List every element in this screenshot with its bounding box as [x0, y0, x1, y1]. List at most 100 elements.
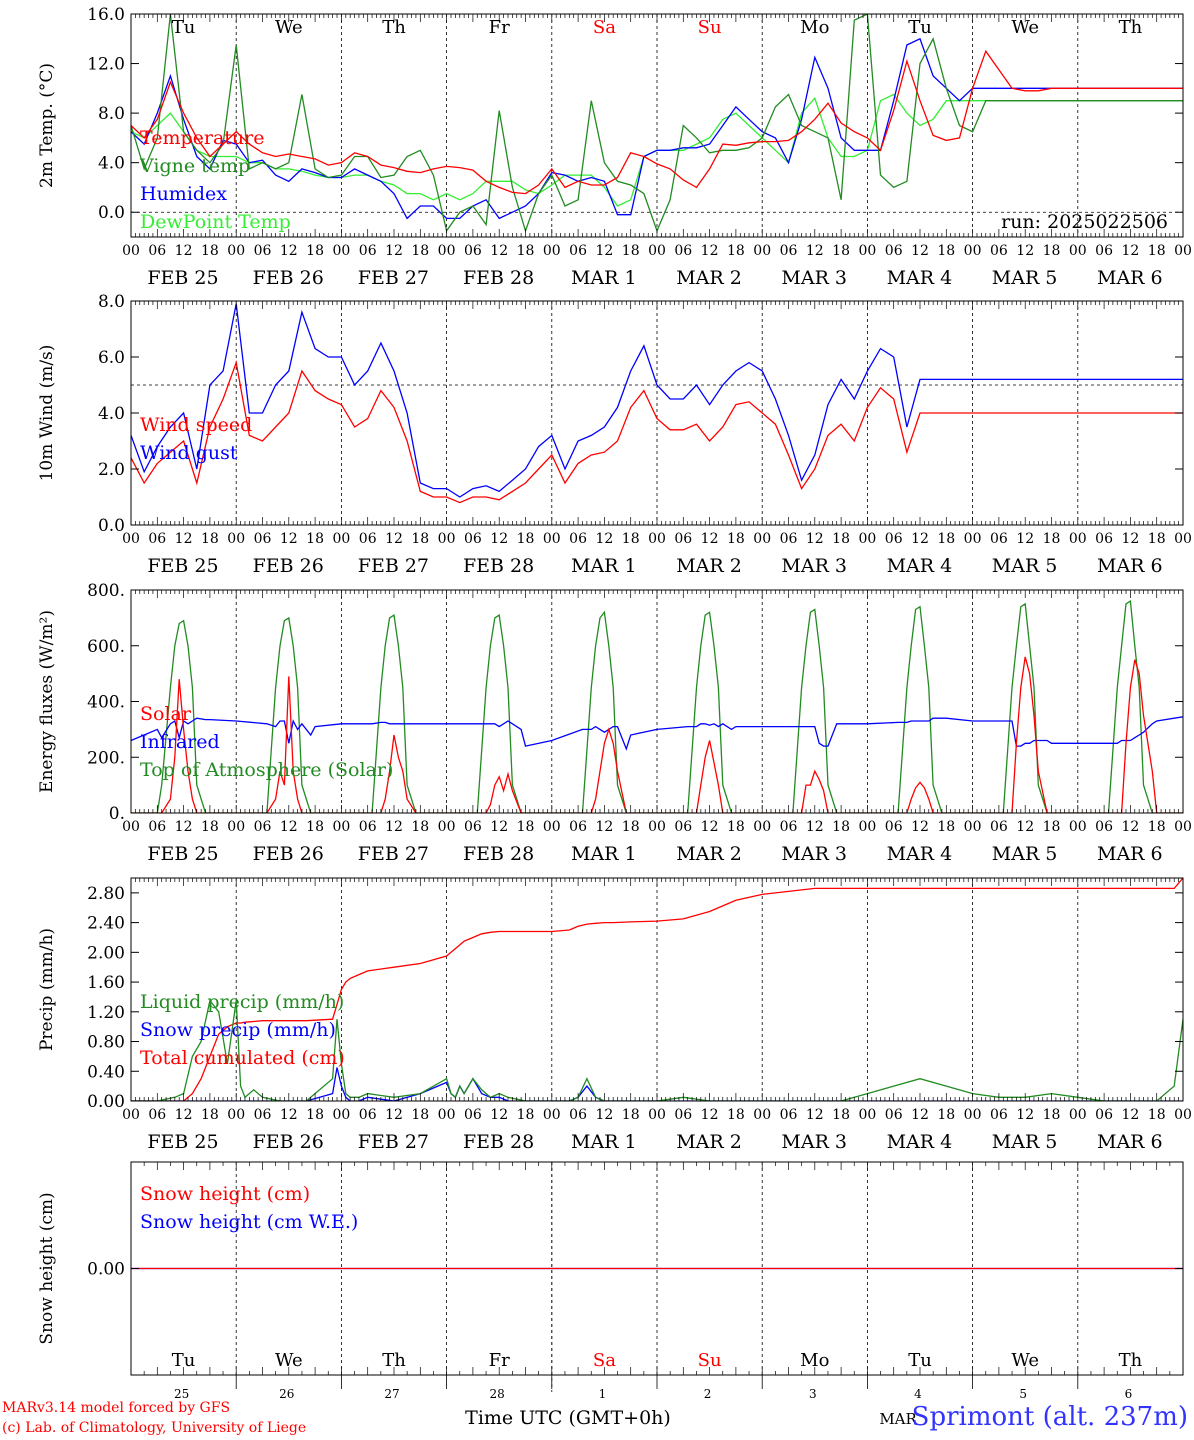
hour-label: 00	[438, 819, 456, 835]
legend-entry: Temperature	[140, 127, 264, 149]
date-label: MAR 6	[1097, 267, 1163, 289]
hour-label: 18	[201, 819, 219, 835]
hour-label: 12	[701, 1107, 719, 1123]
station-name: Sprimont (alt. 237m)	[911, 1402, 1188, 1432]
y-tick-label: 0.40	[87, 1062, 125, 1082]
panel-precip: 0.00 0.40 0.80 1.20 1.60 2.00 2.40 2.80 Precip (…	[37, 877, 1192, 1153]
hour-label: 00	[332, 1107, 350, 1123]
hour-label: 18	[727, 531, 745, 547]
panel-temp: 0.0 4.0 8.0 12.0 16.0 2m Temp. (°C) Temperatur…	[37, 5, 1192, 289]
hour-label: 06	[780, 1107, 798, 1123]
hour-label: 18	[1043, 243, 1061, 259]
hour-label: 06	[990, 243, 1008, 259]
hour-label: 18	[1043, 1107, 1061, 1123]
day-number: 2	[704, 1387, 712, 1401]
hour-label: 06	[254, 531, 272, 547]
hour-label: 18	[1148, 819, 1166, 835]
hour-label: 12	[490, 1107, 508, 1123]
hour-label: 18	[832, 531, 850, 547]
legend-entry: Top of Atmosphere (Solar)	[140, 759, 393, 781]
series-line-humidex	[131, 37, 1183, 220]
hour-label: 12	[701, 531, 719, 547]
hour-label: 18	[1043, 819, 1061, 835]
hour-label: 06	[464, 1107, 482, 1123]
hour-label: 06	[1095, 819, 1113, 835]
hour-label: 18	[727, 1107, 745, 1123]
hour-label: 00	[543, 1107, 561, 1123]
hour-label: 00	[227, 1107, 245, 1123]
y-tick-label: 2.40	[87, 914, 125, 934]
weekday-label: We	[1011, 1350, 1039, 1371]
hour-label: 12	[1121, 819, 1139, 835]
hour-label: 00	[858, 1107, 876, 1123]
hour-label: 06	[674, 243, 692, 259]
hour-label: 18	[411, 1107, 429, 1123]
hour-label: 00	[964, 531, 982, 547]
series-line-wind-gust	[131, 303, 1183, 498]
y-tick-label: 1.20	[87, 1003, 125, 1023]
y-tick-label: 0.0	[98, 516, 125, 536]
date-label: MAR 1	[571, 843, 637, 865]
date-label: FEB 28	[463, 267, 534, 289]
hour-label: 18	[832, 819, 850, 835]
series-line-solar	[131, 656, 1183, 813]
hour-label: 12	[175, 243, 193, 259]
hour-label: 12	[806, 531, 824, 547]
legend-entry: Solar	[140, 703, 192, 725]
run-label: run: 2025022506	[1001, 211, 1168, 233]
y-tick-label: 0.80	[87, 1033, 125, 1053]
hour-label: 06	[254, 243, 272, 259]
hour-label: 18	[306, 1107, 324, 1123]
hour-label: 00	[648, 819, 666, 835]
hour-label: 00	[753, 1107, 771, 1123]
date-label: FEB 26	[253, 1131, 324, 1153]
hour-label: 12	[280, 531, 298, 547]
hour-label: 06	[780, 819, 798, 835]
hour-label: 18	[306, 819, 324, 835]
hour-label: 12	[385, 243, 403, 259]
hour-label: 06	[674, 531, 692, 547]
hour-label: 06	[569, 243, 587, 259]
day-number: 4	[914, 1387, 922, 1401]
hour-label: 18	[622, 819, 640, 835]
x-axis-title: Time UTC (GMT+0h)	[465, 1407, 671, 1429]
y-tick-label: 8.0	[98, 292, 125, 312]
credit-line-2: (c) Lab. of Climatology, University of L…	[2, 1420, 307, 1436]
weekday-label: Th	[1119, 1350, 1143, 1371]
hour-label: 18	[1043, 531, 1061, 547]
hour-label: 00	[543, 819, 561, 835]
y-tick-label: 4.0	[98, 404, 125, 424]
y-tick-label: 400.	[87, 693, 125, 713]
hour-label: 00	[1174, 1107, 1192, 1123]
hour-label: 18	[727, 819, 745, 835]
hour-label: 06	[885, 819, 903, 835]
date-label: FEB 28	[463, 555, 534, 577]
date-label: MAR 1	[571, 1131, 637, 1153]
date-label: FEB 28	[463, 843, 534, 865]
hour-label: 12	[595, 531, 613, 547]
y-axis-label: Precip (mm/h)	[37, 928, 57, 1051]
hour-label: 00	[964, 819, 982, 835]
day-number: 3	[809, 1387, 817, 1401]
hour-label: 00	[227, 531, 245, 547]
weekday-label: Th	[382, 17, 406, 38]
hour-label: 06	[464, 819, 482, 835]
date-label: FEB 27	[358, 267, 429, 289]
hour-label: 00	[122, 243, 140, 259]
hour-label: 18	[1148, 531, 1166, 547]
hour-label: 12	[175, 531, 193, 547]
date-label: MAR 5	[992, 843, 1058, 865]
panel-frame	[130, 13, 1184, 238]
weekday-label: Su	[698, 1350, 722, 1371]
series-line-total-cumulated-cm-	[131, 878, 1183, 1101]
hour-label: 06	[1095, 1107, 1113, 1123]
hour-label: 18	[937, 243, 955, 259]
date-label: MAR 2	[676, 555, 742, 577]
series-line-temperature	[131, 49, 1183, 195]
hour-label: 18	[622, 531, 640, 547]
weekday-label: Fr	[489, 1350, 510, 1371]
hour-label: 06	[990, 531, 1008, 547]
hour-label: 12	[280, 819, 298, 835]
hour-label: 18	[201, 243, 219, 259]
weekday-label: We	[275, 1350, 303, 1371]
